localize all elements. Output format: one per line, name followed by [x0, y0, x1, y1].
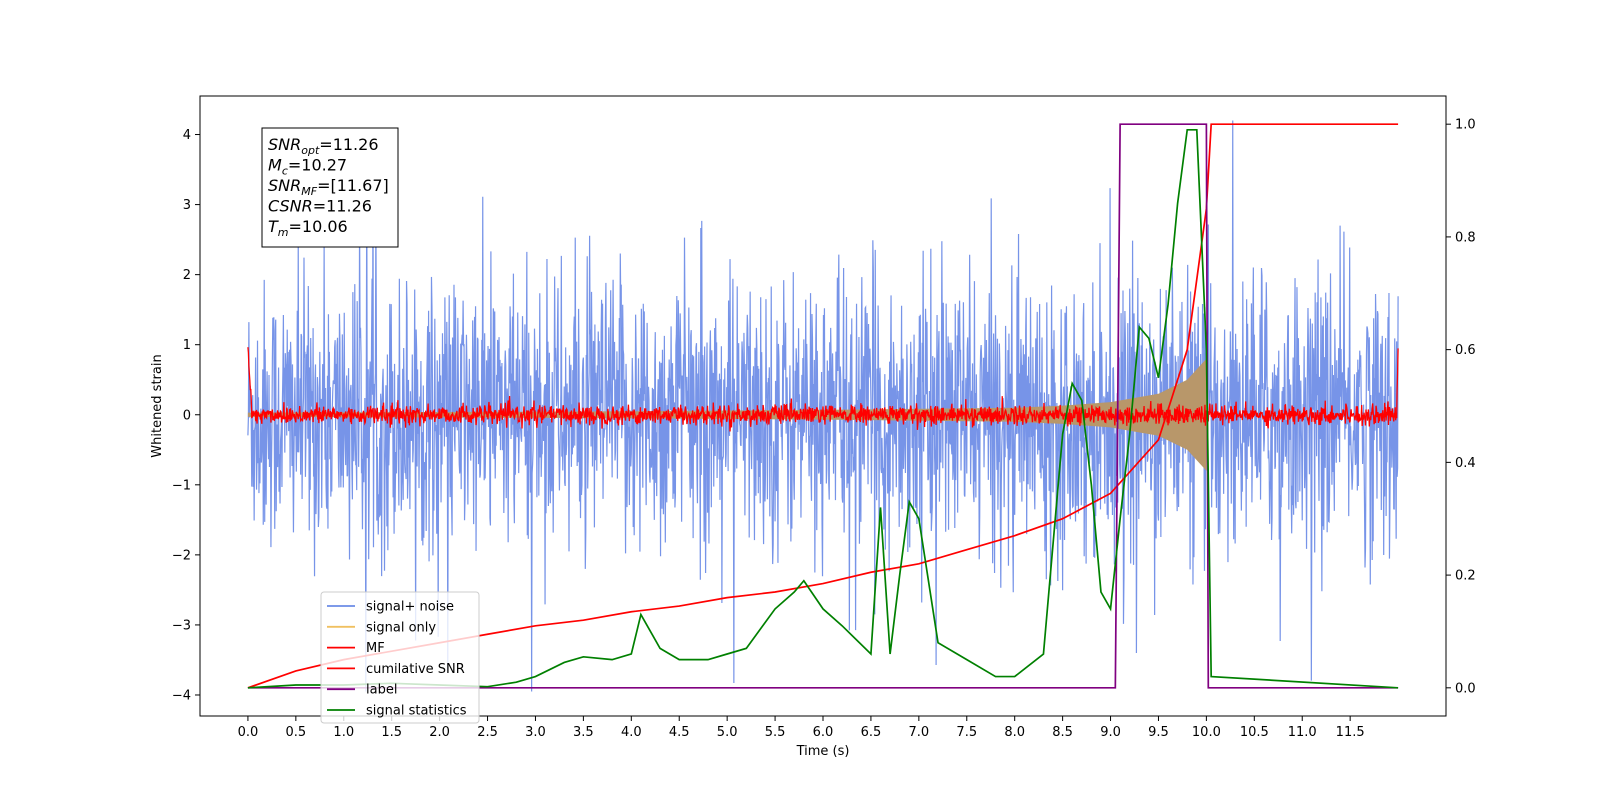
y-tick-label: 0 [183, 408, 191, 423]
y2-tick-label: 0.6 [1455, 343, 1476, 358]
annotation-line: SNRopt=11.26 [268, 135, 379, 157]
annotation-line: SNRMF=[11.67] [268, 176, 389, 198]
legend-label-mf: MF [366, 641, 385, 656]
legend-label-cumilative-snr: cumilative SNR [366, 662, 465, 677]
y-tick-label: −1 [172, 478, 191, 493]
y-axis-left: −4 −3 −2 −1 0 1 2 3 4 [172, 128, 200, 703]
x-tick-label: 3.5 [573, 725, 594, 740]
y-axis-label: Whitened strain [150, 354, 165, 457]
x-tick-label: 8.5 [1052, 725, 1073, 740]
x-tick-label: 3.0 [525, 725, 546, 740]
annotation-box: SNRopt=11.26Mc=10.27SNRMF=[11.67]CSNR=11… [261, 127, 399, 248]
x-tick-label: 5.5 [765, 725, 786, 740]
x-tick-label: 8.0 [1004, 725, 1025, 740]
annotation-line: Tm=10.06 [268, 217, 348, 239]
x-tick-label: 6.5 [861, 725, 882, 740]
y-tick-label: −4 [172, 688, 191, 703]
y-tick-label: −3 [172, 618, 191, 633]
annotation-line: Mc=10.27 [268, 156, 347, 178]
x-tick-label: 11.5 [1336, 725, 1365, 740]
x-tick-label: 2.5 [477, 725, 498, 740]
x-tick-label: 11.0 [1288, 725, 1317, 740]
x-tick-label: 4.5 [669, 725, 690, 740]
x-tick-label: 4.0 [621, 725, 642, 740]
y-axis-right: 0.0 0.2 0.4 0.6 0.8 1.0 [1446, 118, 1476, 696]
x-tick-label: 7.5 [956, 725, 977, 740]
y2-tick-label: 0.0 [1455, 681, 1476, 696]
y2-tick-label: 0.2 [1455, 569, 1476, 584]
x-tick-label: 10.0 [1192, 725, 1221, 740]
y-tick-label: 2 [183, 268, 191, 283]
series-mf-line [247, 347, 1399, 432]
legend: signal+ noise signal only MF cumilative SNR… [320, 591, 480, 724]
legend-label-label: label [366, 683, 397, 698]
series-signal-statistics-line [247, 128, 1399, 689]
legend-label-signal-statistics: signal statistics [366, 704, 467, 719]
y2-tick-label: 0.4 [1455, 456, 1476, 471]
x-tick-label: 2.0 [429, 725, 450, 740]
annotation-line: CSNR=11.26 [268, 197, 372, 216]
x-tick-label: 5.0 [717, 725, 738, 740]
x-tick-label: 10.5 [1240, 725, 1269, 740]
y2-tick-label: 1.0 [1455, 118, 1476, 133]
x-tick-label: 1.5 [381, 725, 402, 740]
y-tick-label: 3 [183, 198, 191, 213]
x-tick-label: 9.0 [1100, 725, 1121, 740]
legend-label-signal-only: signal only [366, 620, 436, 635]
x-axis-label: Time (s) [796, 744, 850, 759]
y-tick-label: 1 [183, 338, 191, 353]
x-tick-label: 1.0 [333, 725, 354, 740]
y-tick-label: 4 [183, 128, 191, 143]
x-tick-label: 7.0 [909, 725, 930, 740]
x-tick-label: 0.0 [238, 725, 259, 740]
y2-tick-label: 0.8 [1455, 230, 1476, 245]
legend-frame [320, 591, 480, 724]
x-tick-label: 9.5 [1148, 725, 1169, 740]
series-label-line [247, 123, 1399, 689]
legend-label-signal-noise: signal+ noise [366, 600, 454, 615]
y-tick-label: −2 [172, 548, 191, 563]
annotation-frame [261, 127, 399, 248]
x-tick-label: 6.0 [813, 725, 834, 740]
x-axis: 0.0 0.5 1.0 1.5 2.0 2.5 3.0 3.5 4.0 4.5 5.0 5.5 6.0 6… [238, 716, 1365, 740]
x-tick-label: 0.5 [286, 725, 307, 740]
